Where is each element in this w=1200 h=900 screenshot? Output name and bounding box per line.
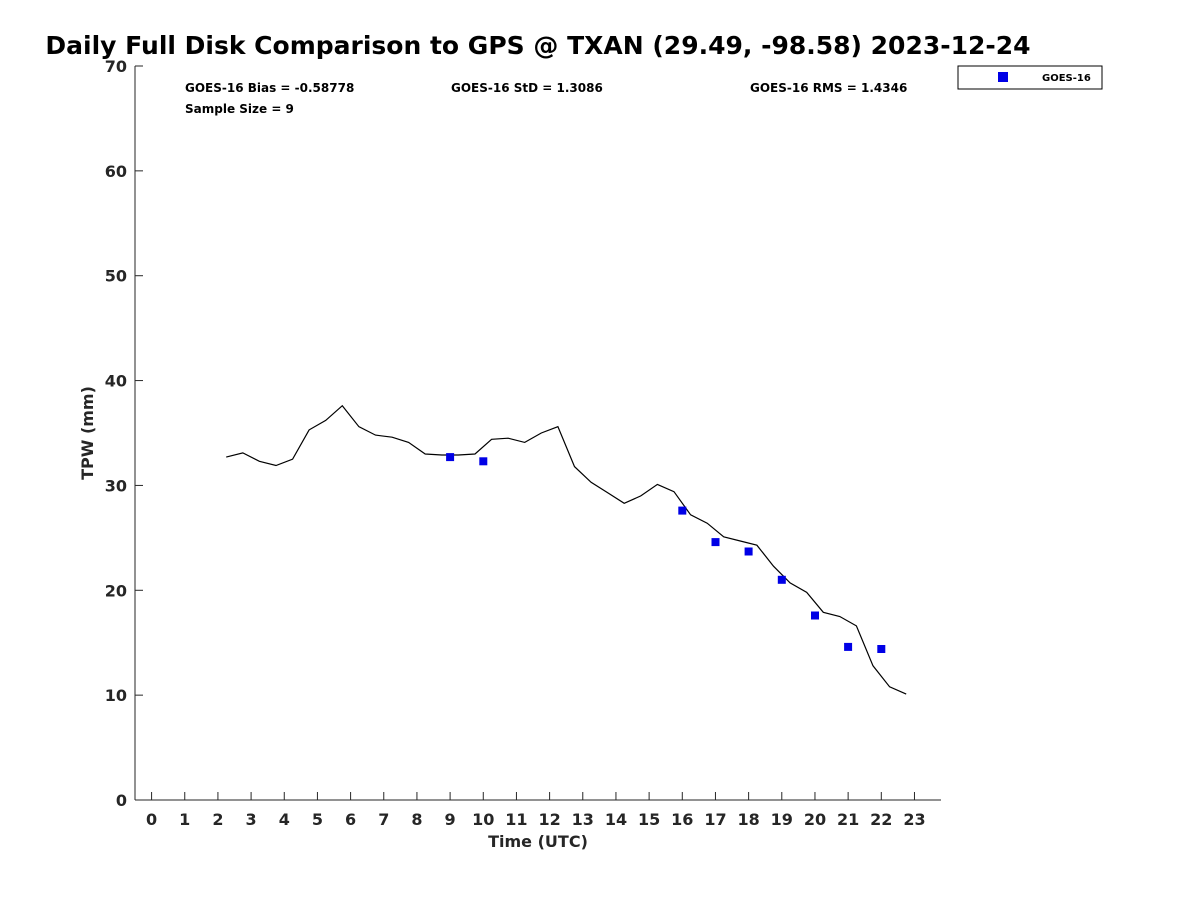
x-tick-label: 19: [771, 810, 793, 829]
x-axis-label: Time (UTC): [488, 832, 588, 851]
x-tick-label: 9: [445, 810, 456, 829]
series-layer: [226, 404, 907, 695]
stat-std: GOES-16 StD = 1.3086: [451, 81, 603, 95]
axes: [134, 66, 941, 801]
x-tick-label: 22: [870, 810, 892, 829]
x-tick-label: 13: [572, 810, 594, 829]
x-tick-label: 3: [246, 810, 257, 829]
x-ticks: 0 1 2 3 4 5 6 7 8 9 10 11 12 13 14 15 16 17 18 19 20 21 22 23: [146, 792, 926, 829]
y-tick-label: 50: [105, 267, 127, 286]
x-tick-label: 14: [605, 810, 627, 829]
series-line-gps: [226, 404, 907, 695]
x-tick-label: 0: [146, 810, 157, 829]
x-tick-label: 1: [179, 810, 190, 829]
y-ticks: 0 10 20 30 40 50 60 70: [105, 57, 143, 810]
x-tick-label: 2: [212, 810, 223, 829]
data-point-goes16: [479, 457, 488, 466]
data-point-goes16: [877, 645, 886, 653]
x-tick-label: 11: [505, 810, 527, 829]
x-tick-label: 15: [638, 810, 660, 829]
x-tick-label: 5: [312, 810, 323, 829]
stat-bias: GOES-16 Bias = -0.58778: [185, 81, 354, 95]
x-tick-label: 10: [472, 810, 494, 829]
stat-rms: GOES-16 RMS = 1.4346: [750, 81, 907, 95]
legend-marker-goes16: [998, 72, 1008, 82]
y-tick-label: 10: [105, 686, 127, 705]
legend: GOES-16: [957, 65, 1103, 90]
data-point-goes16: [711, 538, 720, 547]
legend-box: [957, 65, 1103, 90]
chart-title: Daily Full Disk Comparison to GPS @ TXAN…: [45, 31, 1030, 60]
x-tick-label: 17: [704, 810, 726, 829]
y-tick-label: 20: [105, 581, 127, 600]
y-tick-label: 60: [105, 162, 127, 181]
y-axis-label: TPW (mm): [78, 386, 97, 480]
x-tick-label: 7: [378, 810, 389, 829]
x-tick-label: 8: [411, 810, 422, 829]
x-tick-label: 6: [345, 810, 356, 829]
data-point-goes16: [777, 575, 786, 584]
x-tick-label: 12: [538, 810, 560, 829]
y-tick-label: 70: [105, 57, 127, 76]
data-point-goes16: [811, 611, 819, 620]
y-tick-label: 30: [105, 476, 127, 495]
y-tick-label: 0: [116, 791, 127, 810]
x-tick-label: 18: [737, 810, 759, 829]
data-point-goes16: [446, 453, 455, 462]
x-tick-label: 16: [671, 810, 693, 829]
x-tick-label: 4: [279, 810, 290, 829]
data-point-goes16: [744, 547, 753, 556]
y-tick-label: 40: [105, 372, 127, 391]
x-tick-label: 23: [903, 810, 925, 829]
legend-label-goes16: GOES-16: [1042, 73, 1091, 84]
data-point-goes16: [678, 506, 687, 515]
stat-sample-size: Sample Size = 9: [185, 102, 294, 116]
x-tick-label: 20: [804, 810, 826, 829]
x-tick-label: 21: [837, 810, 859, 829]
data-point-goes16: [844, 642, 853, 651]
